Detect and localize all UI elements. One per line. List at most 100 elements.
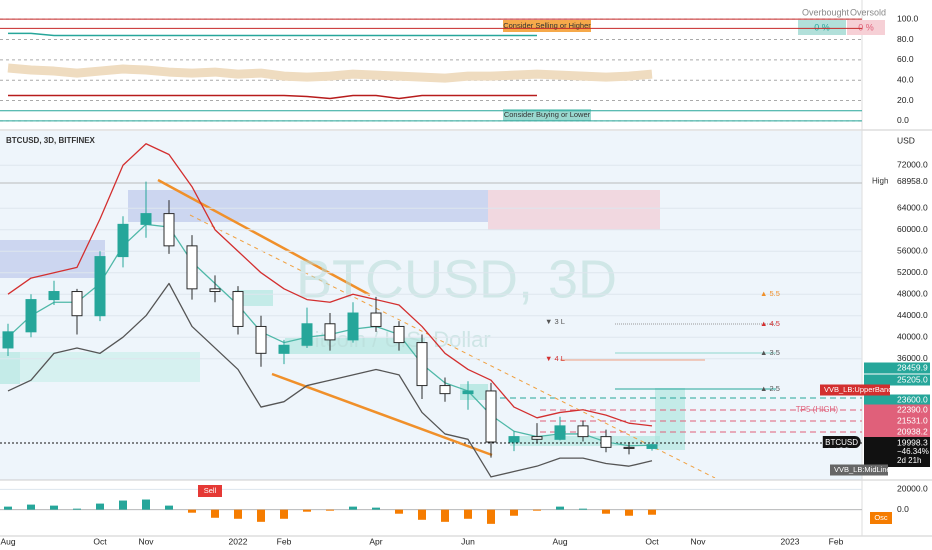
- price-tag-label: 22390.0: [897, 404, 928, 414]
- oscillator-top: [0, 18, 862, 122]
- series-tag: [820, 384, 890, 396]
- osc-bar: [188, 509, 196, 513]
- osc-bar: [257, 509, 265, 522]
- candle-body: [209, 288, 221, 293]
- series-tag-label: VVB_LB:UpperBand: [824, 385, 892, 394]
- osc-bar: [533, 509, 541, 511]
- level-tag: ▼ 4 L: [545, 354, 565, 363]
- annotation: Consider Selling or Higher: [503, 21, 591, 30]
- main-background: [0, 131, 862, 480]
- osc-tag: [870, 512, 892, 524]
- level-tag: ▲ 3.5: [760, 348, 780, 357]
- candle-body: [393, 325, 405, 344]
- candle-body: [25, 299, 37, 333]
- candle-body: [94, 256, 106, 317]
- price-tag: [864, 374, 930, 386]
- osc-bar: [280, 509, 288, 519]
- osc-bar: [211, 509, 219, 518]
- y-tick-label: 20000.0: [897, 484, 928, 494]
- oscillator-bottom: [0, 488, 862, 524]
- osc-bar: [418, 509, 426, 520]
- osc-bar: [395, 509, 403, 514]
- series-tag-label: VVB_LB:MidLine: [834, 465, 891, 474]
- trend-line: [157, 178, 371, 297]
- x-tick-label: Apr: [369, 536, 382, 546]
- osc-bar: [579, 508, 587, 510]
- osc-bar: [303, 509, 311, 512]
- price-tag: [864, 394, 930, 406]
- price-tag: [864, 404, 930, 416]
- price-tag-label: 20938.2: [897, 426, 928, 436]
- x-tick-label: Oct: [93, 536, 107, 546]
- zones: [0, 178, 862, 478]
- high-tag-value: 68958.0: [897, 176, 928, 186]
- osc-bar: [27, 504, 35, 510]
- overbought-box: [798, 20, 846, 35]
- osc-bar: [165, 505, 173, 510]
- candle-body: [71, 291, 83, 317]
- candle-body: [278, 344, 290, 354]
- annotation-box: [503, 20, 591, 32]
- y-tick-label: 40.0: [897, 74, 914, 84]
- overbought-label: Overbought: [802, 7, 850, 17]
- candle-body: [2, 331, 14, 349]
- zone: [510, 436, 660, 446]
- signal-label: Sell: [204, 486, 217, 495]
- zone: [0, 352, 20, 384]
- series-line: [8, 94, 537, 100]
- osc-bar: [234, 509, 242, 519]
- candle-body: [508, 436, 520, 443]
- osc-bar: [372, 507, 380, 510]
- y-tick-label: 60000.0: [897, 224, 928, 234]
- candle-body: [462, 390, 474, 395]
- series-line: [8, 32, 537, 37]
- osc-bar: [510, 509, 518, 516]
- series-line: [7, 63, 653, 83]
- candle-body: [163, 213, 175, 247]
- osc-bar: [326, 509, 334, 511]
- price-tag-label: 25205.0: [897, 374, 928, 384]
- osc-bar: [119, 500, 127, 510]
- overbought-value: 0 %: [814, 22, 830, 32]
- osc-bar: [648, 509, 656, 515]
- x-tick-label: Jun: [461, 536, 475, 546]
- price-tag-label: 21531.0: [897, 415, 928, 425]
- osc-bar: [96, 503, 104, 510]
- y-tick-label: 0.0: [897, 115, 909, 125]
- candle-body: [48, 291, 60, 301]
- candle-body: [140, 213, 152, 225]
- y-tick-label: 40000.0: [897, 331, 928, 341]
- zone: [128, 190, 488, 222]
- x-tick-label: Nov: [138, 536, 154, 546]
- price-panel: [0, 143, 862, 478]
- y-tick-label: 56000.0: [897, 245, 928, 255]
- oversold-label: Oversold: [850, 7, 886, 17]
- x-tick-label: 2023: [781, 536, 800, 546]
- candle-body: [646, 444, 658, 449]
- y-tick-label: 48000.0: [897, 288, 928, 298]
- signal-marker: [198, 485, 222, 497]
- y-tick-label: 44000.0: [897, 310, 928, 320]
- trend-line: [271, 372, 493, 457]
- candle-body: [577, 425, 589, 438]
- candle-body: [416, 342, 428, 387]
- y-tick-label: 80.0: [897, 34, 914, 44]
- current-change: −46.34%: [897, 447, 929, 456]
- y-tick-label: 72000.0: [897, 159, 928, 169]
- y-tick-label: 64000.0: [897, 202, 928, 212]
- candle-body: [117, 223, 129, 258]
- y-tick-label: 20.0: [897, 95, 914, 105]
- band-line: [7, 143, 653, 427]
- level-tag: ▲ 5.5: [760, 289, 780, 298]
- current-countdown: 2d 21h: [897, 456, 921, 465]
- x-tick-label: Oct: [645, 536, 659, 546]
- candle-body: [439, 385, 451, 395]
- osc-bar: [142, 499, 150, 510]
- x-tick-label: Feb: [829, 536, 844, 546]
- series-tag: [830, 464, 888, 476]
- x-tick-label: Aug: [0, 536, 15, 546]
- axis-unit: USD: [897, 135, 915, 145]
- channel-line: [189, 214, 716, 478]
- level-tag: ▲ 2.5: [760, 384, 780, 393]
